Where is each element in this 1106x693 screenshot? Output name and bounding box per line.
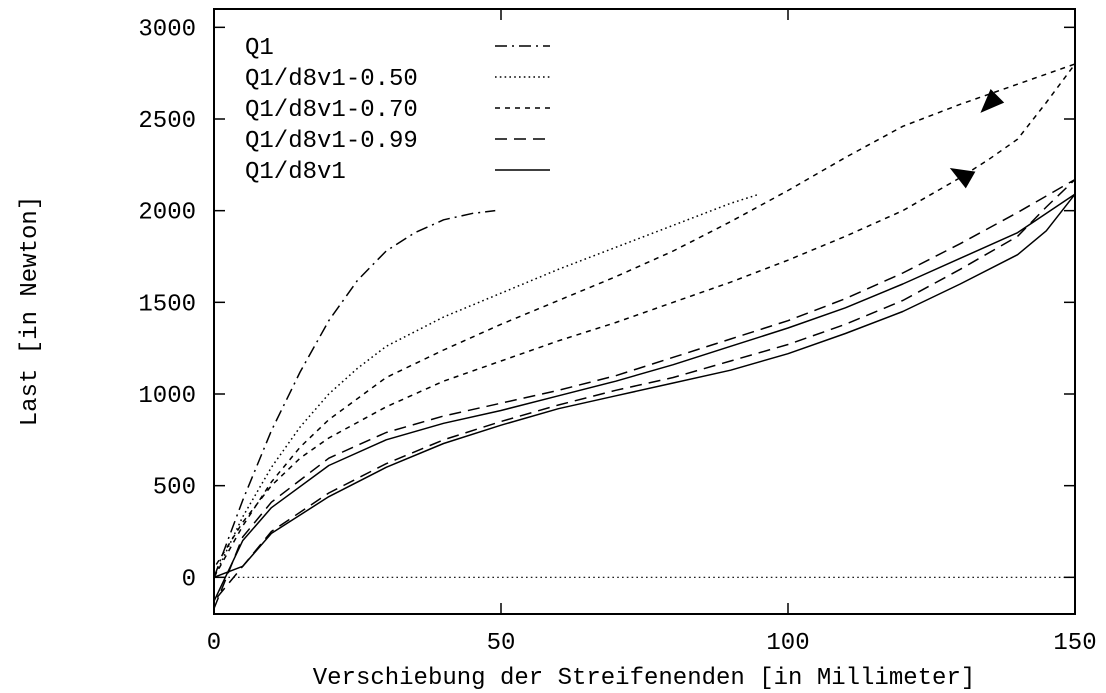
series-line-1 (213, 209, 496, 578)
series-line-3 (213, 63, 1076, 578)
series-line-4 (213, 178, 1076, 609)
legend: Q1 Q1/d8v1-0.50 Q1/d8v1-0.70 Q1/d8v1-0.99 Q1… (245, 35, 550, 186)
x-tick-label-0: 0 (207, 630, 221, 657)
series-layer (213, 63, 1076, 609)
y-tick-label-2: 1000 (138, 383, 196, 410)
legend-label-4: Q1/d8v1-0.99 (245, 128, 418, 155)
x-tick-label-3: 150 (1053, 630, 1096, 657)
legend-item-2: Q1/d8v1-0.50 (245, 66, 550, 93)
legend-label-1: Q1 (245, 35, 274, 62)
y-tick-label-4: 2000 (138, 200, 196, 227)
legend-label-3: Q1/d8v1-0.70 (245, 97, 418, 124)
series-line-2 (213, 193, 760, 578)
y-tick-label-1: 500 (153, 475, 196, 502)
arrow-layer (949, 89, 1005, 189)
y-tick-label-3: 1500 (138, 291, 196, 318)
y-tick-label-0: 0 (182, 566, 196, 593)
legend-label-5: Q1/d8v1 (245, 159, 346, 186)
y-tick-label-6: 3000 (138, 16, 196, 43)
plot-frame (213, 8, 1076, 615)
x-axis-title: Verschiebung der Streifenenden [in Milli… (313, 665, 976, 692)
series-line-5 (213, 193, 1076, 602)
y-tick-label-5: 2500 (138, 108, 196, 135)
legend-item-5: Q1/d8v1 (245, 159, 550, 186)
y-axis-title: Last [in Newton] (17, 196, 44, 426)
x-tick-label-2: 100 (766, 630, 809, 657)
legend-item-1: Q1 (245, 35, 550, 62)
legend-item-4: Q1/d8v1-0.99 (245, 128, 550, 155)
x-tick-label-1: 50 (487, 630, 516, 657)
direction-arrow-1 (980, 89, 1005, 113)
legend-label-2: Q1/d8v1-0.50 (245, 66, 418, 93)
legend-item-3: Q1/d8v1-0.70 (245, 97, 550, 124)
direction-arrow-2 (949, 168, 976, 189)
